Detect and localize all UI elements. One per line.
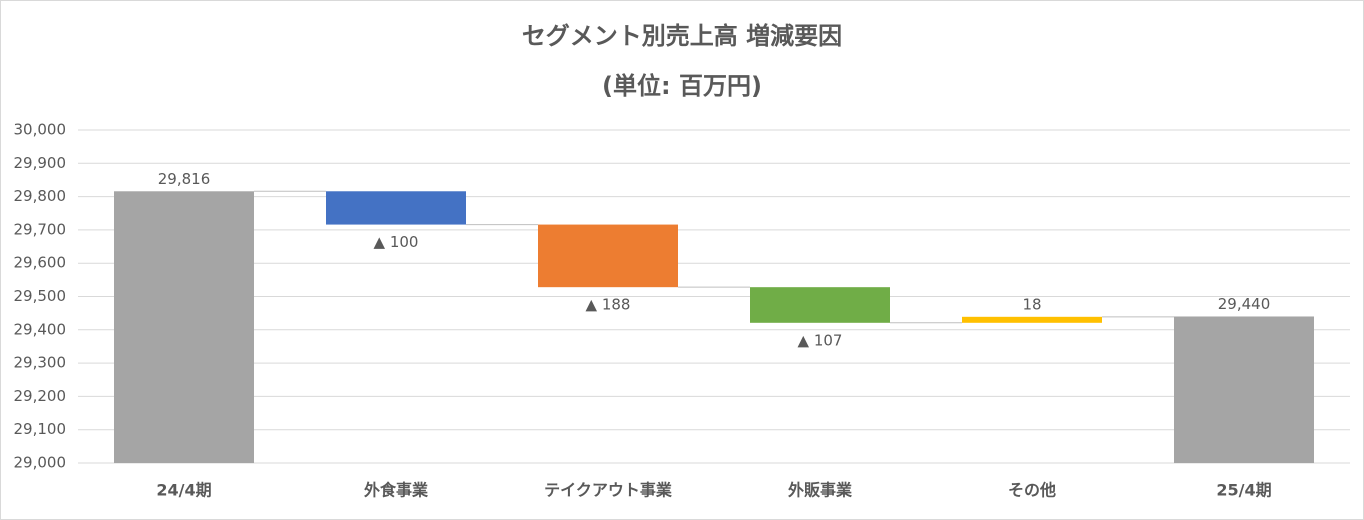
bar <box>1174 316 1314 463</box>
data-label: 29,440 <box>1218 295 1271 313</box>
data-label: 29,816 <box>158 170 211 188</box>
data-label: ▲ 188 <box>586 296 631 314</box>
y-tick-label: 29,900 <box>14 154 67 172</box>
y-tick-label: 29,100 <box>14 420 67 438</box>
bar <box>538 224 678 288</box>
x-tick-label: テイクアウト事業 <box>544 481 673 500</box>
y-tick-label: 29,800 <box>14 187 67 205</box>
y-tick-label: 29,700 <box>14 220 67 238</box>
bar <box>962 316 1102 323</box>
data-label: 18 <box>1022 295 1041 313</box>
bar <box>750 287 890 323</box>
x-tick-label: 外販事業 <box>787 481 853 500</box>
y-tick-label: 29,400 <box>14 320 67 338</box>
bar <box>114 191 254 463</box>
chart-subtitle: (単位: 百万円) <box>602 72 762 100</box>
y-tick-label: 29,000 <box>14 454 67 472</box>
data-label: ▲ 100 <box>374 233 419 251</box>
chart-title: セグメント別売上高 増減要因 <box>522 22 842 50</box>
x-tick-label: 外食事業 <box>363 481 429 500</box>
y-tick-label: 29,300 <box>14 354 67 372</box>
bar <box>326 191 466 225</box>
y-tick-label: 29,500 <box>14 287 67 305</box>
x-tick-label: 24/4期 <box>156 481 211 500</box>
y-tick-label: 30,000 <box>14 121 67 139</box>
y-tick-label: 29,200 <box>14 387 67 405</box>
x-tick-label: その他 <box>1008 481 1056 500</box>
y-tick-label: 29,600 <box>14 254 67 272</box>
x-tick-label: 25/4期 <box>1216 481 1271 500</box>
data-label: ▲ 107 <box>798 331 843 349</box>
